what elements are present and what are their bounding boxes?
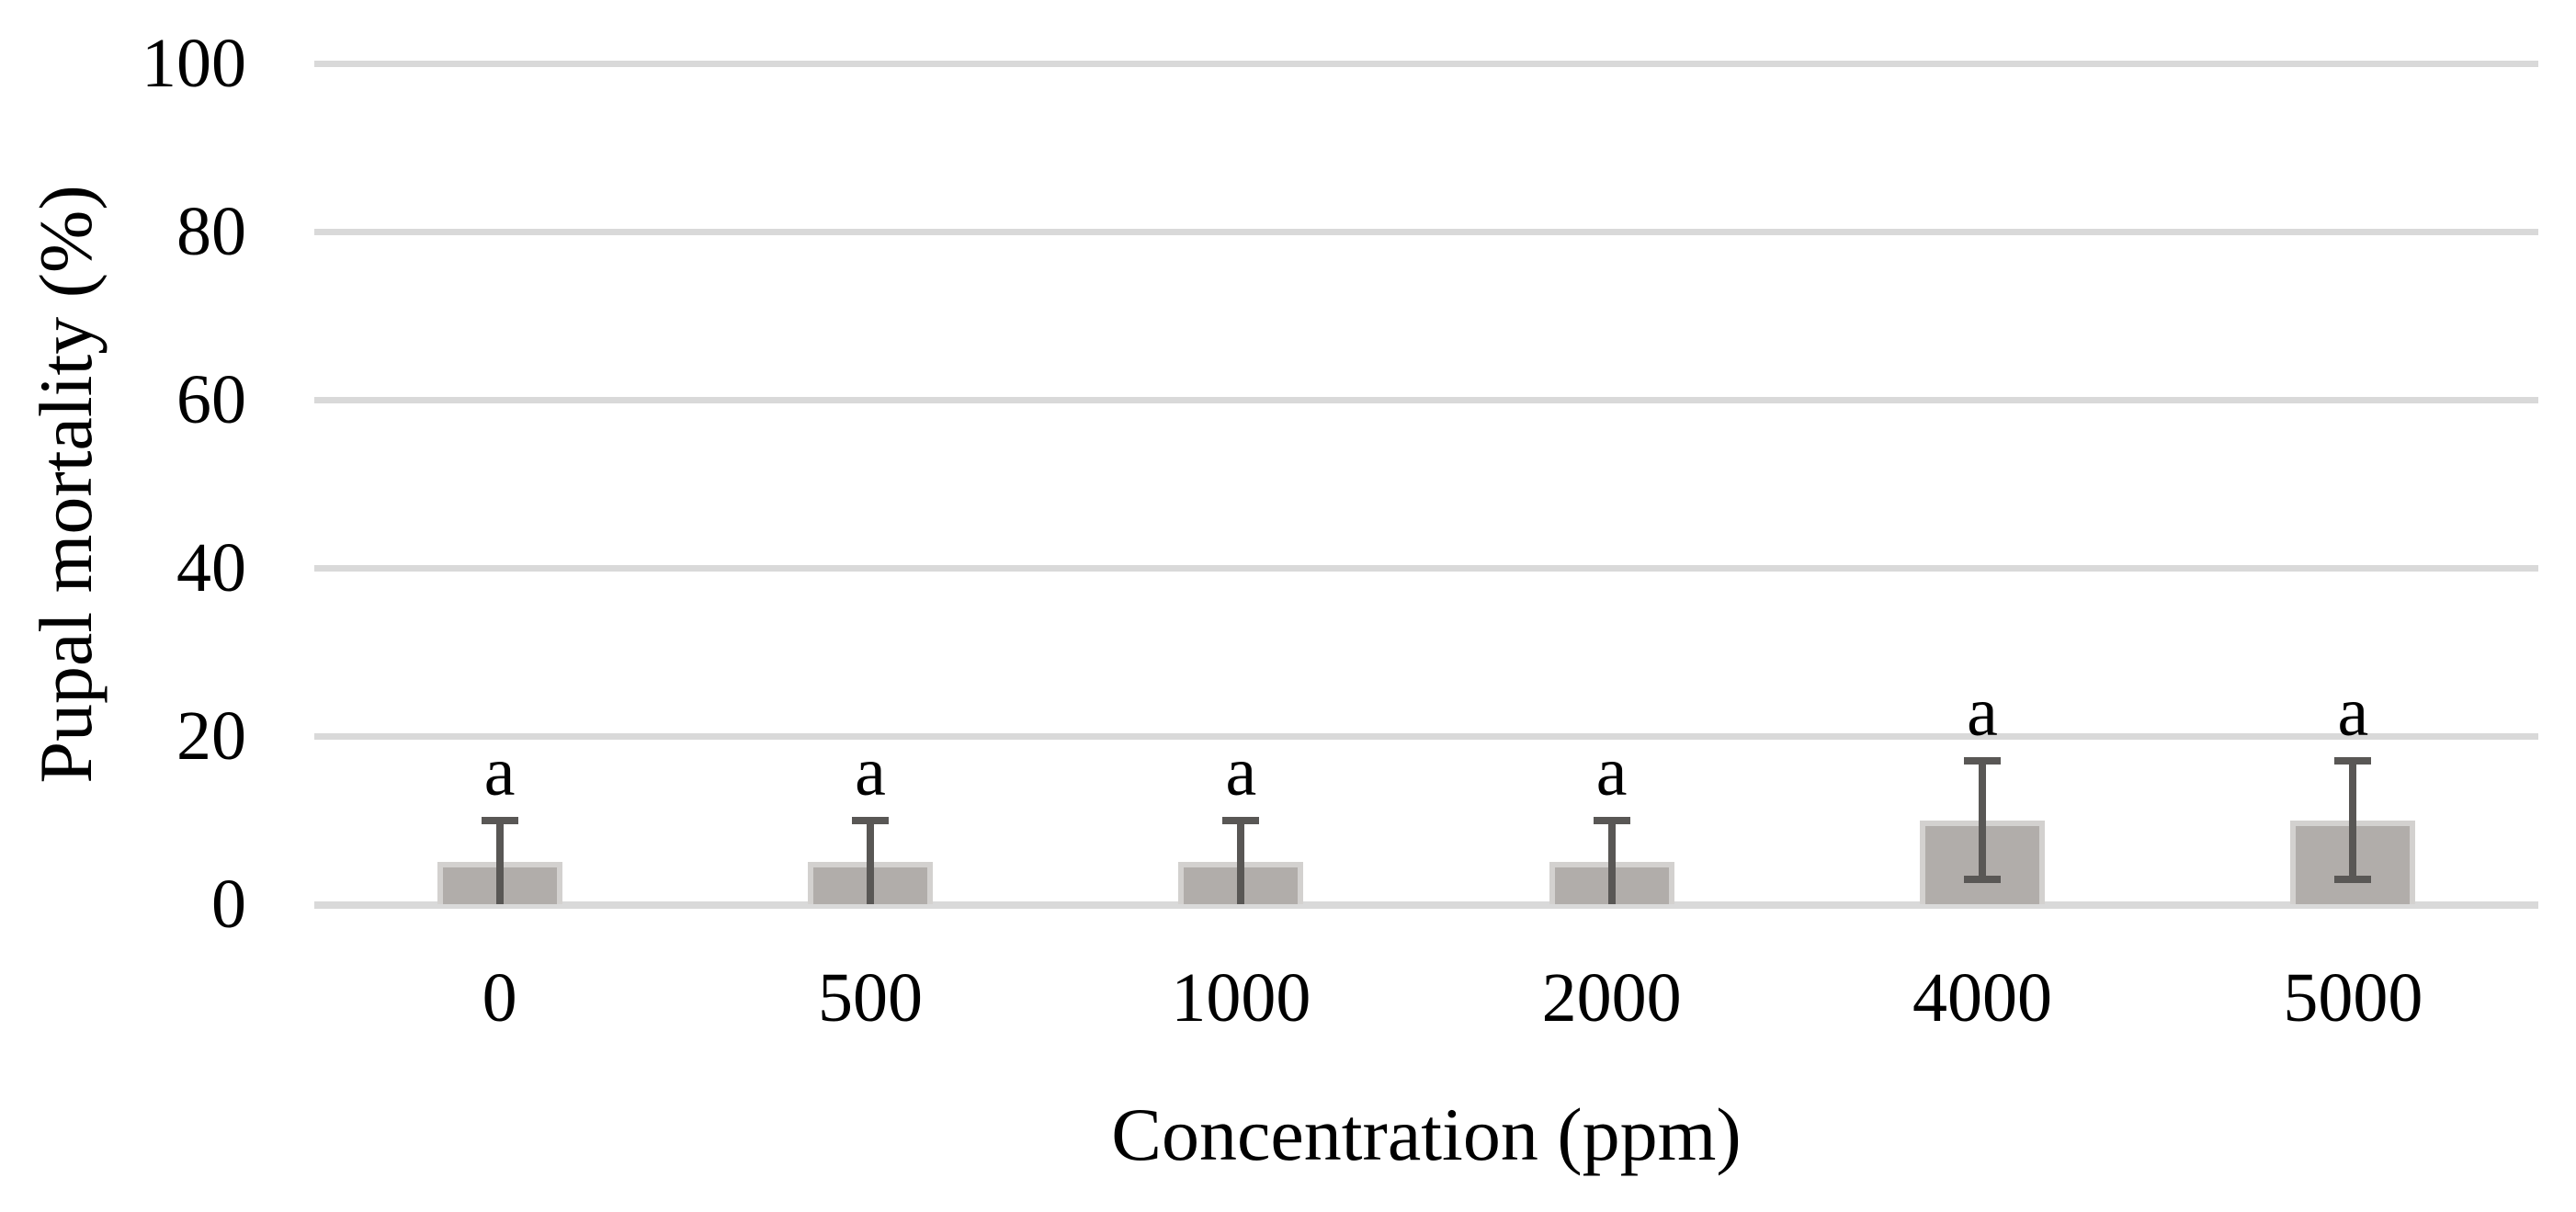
gridline xyxy=(314,397,2538,403)
gridline xyxy=(314,61,2538,67)
x-axis-title: Concentration (ppm) xyxy=(1111,1093,1742,1176)
gridline xyxy=(314,229,2538,235)
x-tick-label: 1000 xyxy=(1171,959,1311,1036)
y-tick-label: 80 xyxy=(176,193,246,270)
x-tick-label: 0 xyxy=(482,959,517,1036)
y-axis-title: Pupal mortality (%) xyxy=(24,185,108,784)
y-tick-label: 0 xyxy=(211,866,246,943)
error-bar-cap-top xyxy=(481,816,518,824)
x-axis-line xyxy=(314,901,2538,909)
y-tick-label: 60 xyxy=(176,361,246,438)
error-bar-cap-top xyxy=(852,816,889,824)
y-tick-label: 100 xyxy=(142,25,246,102)
significance-letter: a xyxy=(1967,674,1998,752)
x-tick-label: 2000 xyxy=(1541,959,1682,1036)
x-tick-label: 4000 xyxy=(1912,959,2052,1036)
error-bar-cap-bottom xyxy=(2334,875,2372,883)
gridline xyxy=(314,733,2538,740)
error-bar-cap-top xyxy=(1593,816,1630,824)
error-bar-whisker xyxy=(1237,820,1245,904)
bar xyxy=(2290,820,2416,904)
y-tick-label: 40 xyxy=(176,529,246,606)
error-bar-cap-bottom xyxy=(1964,875,2001,883)
significance-letter: a xyxy=(1225,732,1257,810)
x-tick-label: 500 xyxy=(818,959,923,1036)
error-bar-whisker xyxy=(495,820,504,904)
error-bar-cap-top xyxy=(2334,757,2372,765)
y-tick-label: 20 xyxy=(176,697,246,775)
error-bar-whisker xyxy=(2349,761,2357,879)
significance-letter: a xyxy=(1595,732,1628,810)
significance-letter: a xyxy=(855,732,886,810)
significance-letter: a xyxy=(2337,674,2369,752)
error-bar-whisker xyxy=(1979,761,1986,879)
significance-letter: a xyxy=(483,732,516,810)
error-bar-cap-top xyxy=(1222,816,1260,824)
error-bar-whisker xyxy=(1607,820,1616,904)
x-tick-label: 5000 xyxy=(2283,959,2423,1036)
error-bar-cap-top xyxy=(1964,757,2001,765)
gridline xyxy=(314,565,2538,572)
bar xyxy=(1920,820,2045,904)
error-bar-whisker xyxy=(867,820,874,904)
